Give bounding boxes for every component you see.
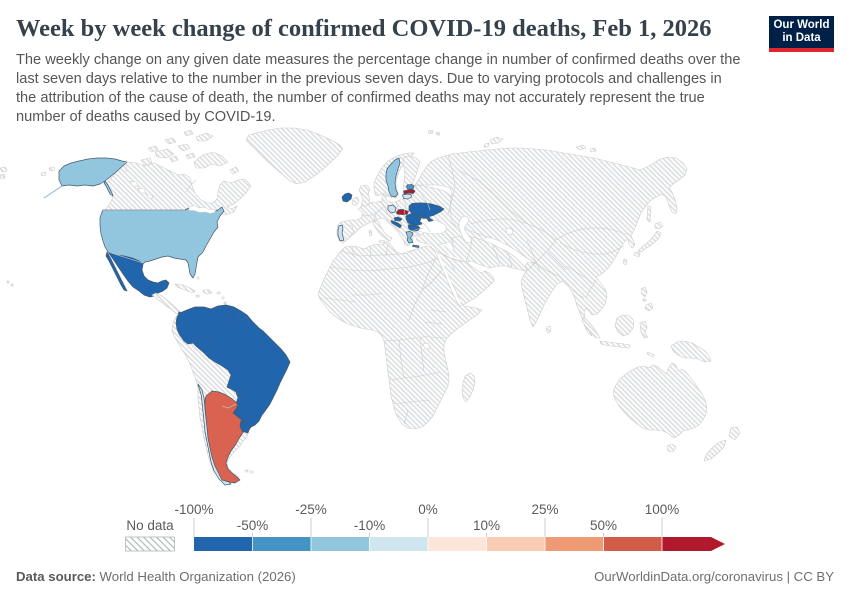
svg-text:25%: 25% <box>531 502 558 517</box>
svg-text:0%: 0% <box>418 502 438 517</box>
svg-text:-100%: -100% <box>174 502 213 517</box>
svg-text:10%: 10% <box>473 518 500 533</box>
svg-text:-25%: -25% <box>295 502 327 517</box>
svg-text:100%: 100% <box>645 502 680 517</box>
svg-text:-50%: -50% <box>237 518 269 533</box>
svg-text:-10%: -10% <box>354 518 386 533</box>
svg-text:50%: 50% <box>590 518 617 533</box>
svg-text:No data: No data <box>126 518 174 533</box>
